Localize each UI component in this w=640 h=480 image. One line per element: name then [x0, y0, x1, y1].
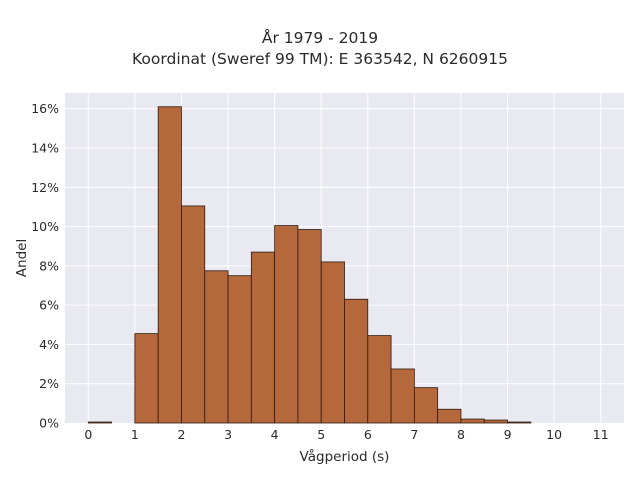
x-tick-label: 1 — [131, 427, 139, 442]
y-tick-label: 16% — [31, 101, 59, 116]
histogram-bar — [204, 270, 229, 424]
histogram-bar — [507, 421, 532, 424]
chart-subtitle: Koordinat (Sweref 99 TM): E 363542, N 62… — [132, 50, 508, 68]
y-tick-label: 4% — [39, 337, 59, 352]
x-tick-label: 5 — [317, 427, 325, 442]
histogram-bar — [413, 387, 439, 424]
y-tick-label: 12% — [31, 180, 59, 195]
histogram-bar — [437, 408, 462, 424]
x-tick-label: 4 — [271, 427, 279, 442]
x-tick-label: 3 — [224, 427, 232, 442]
histogram-bar — [134, 333, 159, 424]
histogram-bar — [250, 251, 276, 424]
histogram-bar — [320, 261, 345, 424]
y-tick-label: 8% — [39, 258, 59, 273]
y-tick-label: 14% — [31, 141, 59, 156]
x-tick-label: 8 — [457, 427, 465, 442]
y-tick-label: 2% — [39, 376, 59, 391]
histogram-bar — [367, 335, 392, 424]
x-tick-label: 10 — [546, 427, 562, 442]
histogram-bar — [274, 225, 299, 424]
histogram-bar — [227, 275, 252, 424]
histogram-bar — [344, 298, 369, 424]
histogram-bar — [181, 205, 206, 424]
y-tick-label: 0% — [39, 416, 59, 431]
histogram-bar — [87, 421, 112, 424]
histogram-bar — [157, 106, 182, 424]
x-tick-label: 9 — [504, 427, 512, 442]
y-axis-ticks: 0% 2% 4% 6% 8% 10% 12% 14% 16% — [31, 101, 59, 430]
y-axis-label: Andel — [14, 239, 30, 277]
x-axis-label: Vågperiod (s) — [300, 448, 390, 465]
x-axis-ticks: 0 1 2 3 4 5 6 7 8 9 10 11 — [84, 427, 608, 442]
x-tick-label: 2 — [177, 427, 185, 442]
histogram-bar — [297, 229, 322, 424]
bars — [87, 106, 532, 424]
histogram-bar — [390, 368, 415, 424]
x-tick-label: 6 — [364, 427, 372, 442]
histogram-bar — [483, 419, 508, 424]
x-tick-label: 11 — [593, 427, 609, 442]
x-tick-label: 7 — [410, 427, 418, 442]
histogram-bar — [460, 418, 485, 424]
chart-title: År 1979 - 2019 — [261, 29, 379, 47]
y-tick-label: 6% — [39, 298, 59, 313]
x-tick-label: 0 — [84, 427, 92, 442]
y-tick-label: 10% — [31, 219, 59, 234]
